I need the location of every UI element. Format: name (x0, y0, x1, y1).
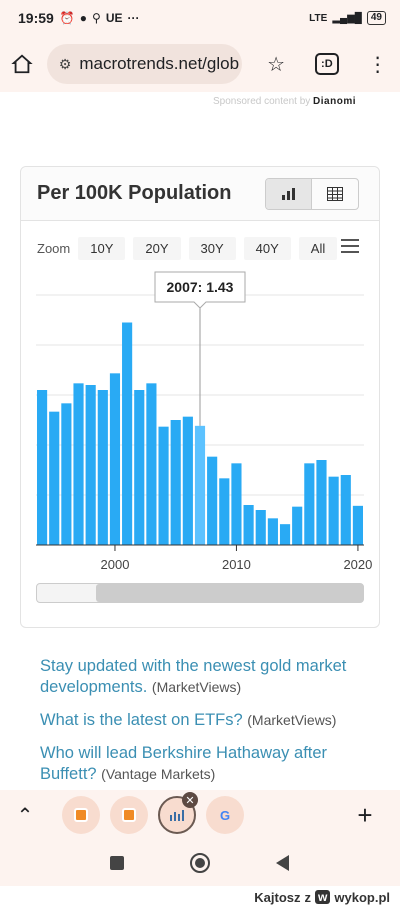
zoom-20y-button[interactable]: 20Y (133, 237, 181, 260)
x-tick-label: 2010 (222, 557, 251, 572)
sponsored-link[interactable]: Stay updated with the newest gold market… (40, 657, 347, 696)
sponsored-link[interactable]: Who will lead Berkshire Hathaway after B… (40, 744, 328, 783)
tab-chip[interactable] (110, 796, 148, 834)
bar[interactable] (316, 460, 327, 545)
home-button[interactable] (0, 41, 45, 87)
carrier-label: UE (105, 11, 123, 25)
star-icon: ☆ (267, 53, 286, 76)
zoom-all-button[interactable]: All (298, 237, 338, 260)
bar[interactable] (292, 506, 303, 545)
bar[interactable] (194, 425, 206, 545)
zoom-40y-button[interactable]: 40Y (243, 237, 291, 260)
signal-icon: ▂▄▆█ (332, 12, 362, 24)
recents-button[interactable] (110, 856, 124, 870)
bar[interactable] (49, 411, 60, 545)
tab-chip-current[interactable]: ✕ (158, 792, 198, 834)
bar[interactable] (85, 385, 96, 545)
bar[interactable] (267, 518, 278, 545)
chart-title: Per 100K Population (37, 182, 232, 204)
bar[interactable] (328, 476, 339, 545)
dianomi-logo: Dianomi (313, 96, 356, 107)
chart-view-button[interactable] (266, 178, 312, 209)
tab-chip[interactable] (62, 796, 100, 834)
bar[interactable] (134, 390, 145, 545)
location-icon: ⚲ (92, 11, 101, 25)
chart-card: Per 100K Population Zoom 10Y 20Y 30Y 40Y… (20, 166, 380, 628)
address-bar[interactable]: ⚙ macrotrends.net/glob (46, 44, 242, 84)
home-nav-button[interactable] (190, 853, 210, 873)
range-navigator[interactable] (36, 583, 364, 603)
bar[interactable] (73, 383, 84, 545)
url-text: macrotrends.net/glob (79, 54, 240, 73)
bar[interactable] (219, 478, 230, 545)
zoom-label: Zoom (37, 241, 71, 256)
view-toggle (265, 177, 359, 210)
browser-toolbar: ⚙ macrotrends.net/glob ☆ :D ⋮ (0, 36, 400, 92)
bar[interactable] (304, 463, 315, 545)
more-notifications-icon: ··· (127, 11, 140, 25)
tab-switcher-button[interactable]: :D (304, 41, 349, 87)
sponsored-links: Stay updated with the newest gold market… (40, 656, 370, 797)
bookmark-button[interactable]: ☆ (254, 41, 299, 87)
clock: 19:59 (18, 10, 54, 26)
tab-strip: ⌃ ✕ G + (0, 790, 400, 840)
wykop-logo: w (315, 890, 331, 904)
chart-menu-icon[interactable] (341, 239, 359, 257)
tab-favicon-icon (74, 808, 88, 822)
zoom-30y-button[interactable]: 30Y (188, 237, 236, 260)
back-button[interactable] (276, 855, 290, 871)
google-icon: G (219, 807, 231, 823)
bar[interactable] (170, 420, 181, 545)
bar[interactable] (279, 524, 291, 545)
status-bar: 19:59 ⏰ ● ⚲ UE ··· LTE ▂▄▆█ 49 (0, 0, 400, 36)
chart-card-header: Per 100K Population (21, 167, 379, 221)
site-settings-icon[interactable]: ⚙ (58, 55, 72, 72)
watermark: Kajtosz z w wykop.pl (0, 886, 400, 908)
tab-count: :D (314, 53, 339, 75)
expand-tabs-button[interactable]: ⌃ (12, 792, 38, 838)
table-icon (327, 186, 343, 201)
close-tab-icon[interactable]: ✕ (182, 792, 198, 808)
system-nav-bar (0, 840, 400, 886)
bar[interactable] (146, 383, 157, 545)
bar-chart[interactable]: 2000 2010 2020 2007: 1.43 (21, 267, 379, 577)
home-icon (11, 54, 34, 74)
bar[interactable] (37, 390, 48, 545)
browser-menu-button[interactable]: ⋮ (355, 41, 400, 87)
more-vert-icon: ⋮ (367, 53, 388, 76)
bar[interactable] (122, 322, 133, 546)
alarm-icon: ⏰ (59, 11, 75, 25)
bar[interactable] (243, 505, 254, 545)
tab-chip[interactable]: G (206, 796, 244, 834)
bar[interactable] (231, 463, 242, 545)
sponsored-link[interactable]: What is the latest on ETFs? (MarketViews… (40, 711, 337, 729)
tab-favicon-icon (122, 808, 136, 822)
bar[interactable] (352, 505, 363, 545)
bar-chart-icon (281, 187, 295, 200)
zoom-controls: Zoom 10Y 20Y 30Y 40Y All (37, 237, 338, 260)
sponsored-label: Sponsored content by Dianomi (212, 96, 356, 107)
network-type: LTE (309, 12, 328, 24)
battery-indicator: 49 (366, 11, 386, 25)
range-navigator-handle[interactable] (96, 584, 364, 602)
x-tick-label: 2020 (343, 557, 372, 572)
bar[interactable] (207, 456, 218, 545)
new-tab-button[interactable]: + (342, 792, 388, 838)
bar[interactable] (61, 403, 72, 545)
bar[interactable] (158, 426, 169, 545)
table-view-button[interactable] (312, 179, 358, 209)
bar[interactable] (109, 373, 121, 545)
chevron-up-icon: ⌃ (16, 804, 34, 827)
bar[interactable] (255, 510, 266, 545)
bar[interactable] (340, 475, 351, 545)
plus-icon: + (357, 799, 373, 830)
chart-favicon-icon (170, 810, 184, 821)
tooltip-box (154, 271, 246, 309)
bar[interactable] (182, 416, 193, 545)
zoom-10y-button[interactable]: 10Y (78, 237, 126, 260)
tooltip-label: 2007: 1.43 (167, 279, 234, 295)
bar[interactable] (97, 390, 108, 545)
x-tick-label: 2000 (101, 557, 130, 572)
messenger-icon: ● (79, 11, 88, 25)
